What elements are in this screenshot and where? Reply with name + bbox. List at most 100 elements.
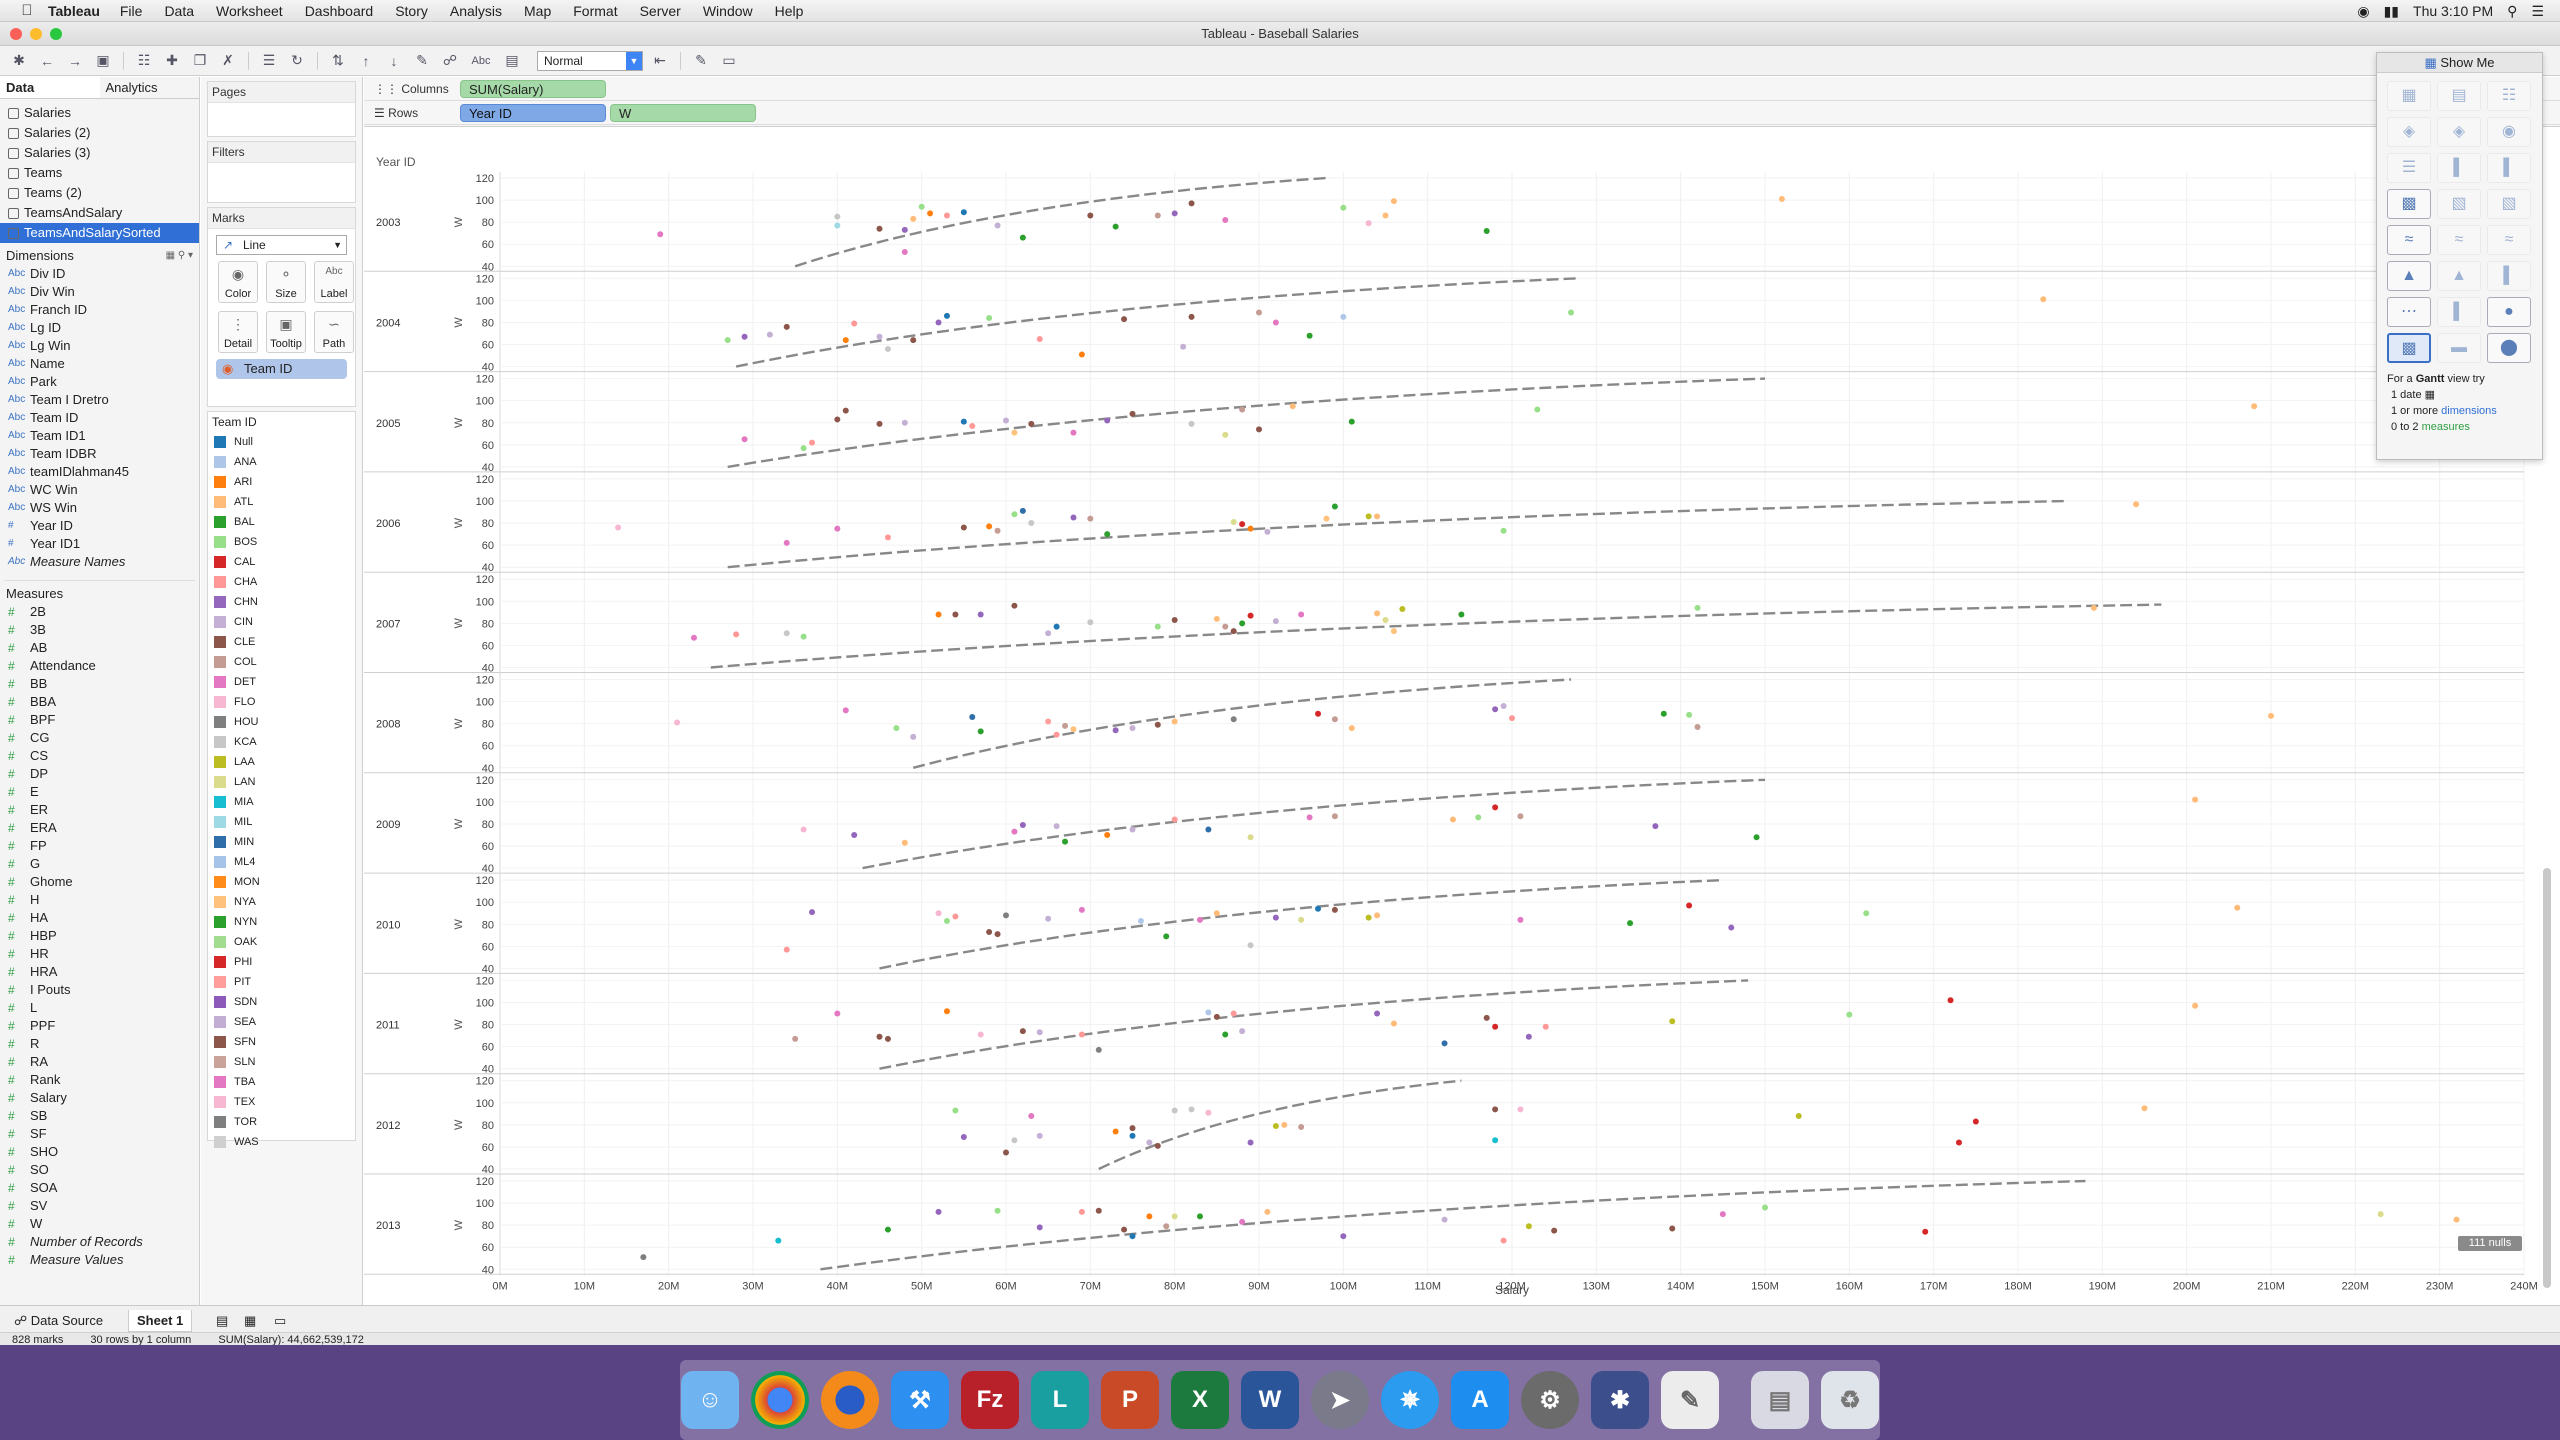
tab-sheet-1[interactable]: Sheet 1: [128, 1310, 193, 1332]
datasource-item[interactable]: Salaries: [0, 103, 199, 123]
data-point[interactable]: [1129, 826, 1136, 833]
show-me-chart-option-icon[interactable]: ⋯: [2387, 297, 2431, 327]
data-point[interactable]: [1306, 332, 1313, 339]
data-point[interactable]: [733, 631, 740, 638]
data-point[interactable]: [1652, 823, 1659, 830]
trend-line[interactable]: [820, 1179, 2086, 1271]
data-point[interactable]: [1315, 710, 1322, 717]
data-point[interactable]: [1112, 727, 1119, 734]
data-point[interactable]: [1112, 223, 1119, 230]
legend-item[interactable]: Null: [208, 432, 355, 452]
data-point[interactable]: [1078, 351, 1085, 358]
data-point[interactable]: [1500, 527, 1507, 534]
sort-asc-icon[interactable]: ↑: [362, 52, 370, 69]
trend-line[interactable]: [879, 878, 1723, 970]
data-point[interactable]: [1365, 513, 1372, 520]
data-point[interactable]: [1340, 1233, 1347, 1240]
data-point[interactable]: [783, 539, 790, 546]
data-point[interactable]: [1078, 906, 1085, 913]
legend-item[interactable]: LAN: [208, 772, 355, 792]
data-point[interactable]: [1382, 212, 1389, 219]
show-me-chart-option-icon[interactable]: ≈: [2487, 225, 2531, 255]
dimension-field[interactable]: Abc teamIDlahman45: [0, 463, 199, 481]
data-point[interactable]: [943, 917, 950, 924]
powerpoint-icon[interactable]: P: [1101, 1371, 1159, 1429]
measure-field[interactable]: # FP: [0, 837, 199, 855]
data-point[interactable]: [2141, 1105, 2148, 1112]
data-point[interactable]: [994, 527, 1001, 534]
new-sheet-icon[interactable]: ✚: [166, 52, 178, 68]
data-point[interactable]: [2377, 1211, 2384, 1218]
legend-item[interactable]: CAL: [208, 552, 355, 572]
data-point[interactable]: [640, 1254, 647, 1261]
legend-item[interactable]: PIT: [208, 972, 355, 992]
show-me-chart-option-icon[interactable]: ▌: [2437, 153, 2481, 183]
data-point[interactable]: [1686, 902, 1693, 909]
data-point[interactable]: [927, 210, 934, 217]
data-point[interactable]: [884, 345, 891, 352]
data-point[interactable]: [1374, 610, 1381, 617]
show-me-chart-option-icon[interactable]: ▲: [2437, 261, 2481, 291]
data-point[interactable]: [1483, 227, 1490, 234]
data-source-tab[interactable]: ☍ Data Source: [6, 1310, 111, 1332]
show-me-chart-option-icon[interactable]: ▧: [2437, 189, 2481, 219]
data-point[interactable]: [1036, 1224, 1043, 1231]
data-point[interactable]: [977, 611, 984, 618]
data-point[interactable]: [1036, 1132, 1043, 1139]
data-point[interactable]: [2192, 1002, 2199, 1009]
data-point[interactable]: [884, 1226, 891, 1233]
data-point[interactable]: [657, 231, 664, 238]
data-point[interactable]: [1104, 531, 1111, 538]
data-point[interactable]: [943, 312, 950, 319]
new-dashboard-icon[interactable]: ▦: [244, 1313, 257, 1328]
data-point[interactable]: [1019, 507, 1026, 514]
measure-field[interactable]: # Measure Values: [0, 1251, 199, 1269]
data-point[interactable]: [1036, 336, 1043, 343]
trend-line[interactable]: [710, 603, 2162, 669]
data-point[interactable]: [1230, 518, 1237, 525]
data-point[interactable]: [1348, 725, 1355, 732]
data-point[interactable]: [1230, 716, 1237, 723]
data-point[interactable]: [952, 913, 959, 920]
data-point[interactable]: [1247, 834, 1254, 841]
documents-stack-icon[interactable]: ▤: [1751, 1371, 1809, 1429]
show-me-chart-option-icon[interactable]: ▌: [2487, 261, 2531, 291]
data-point[interactable]: [1256, 426, 1262, 433]
data-point[interactable]: [1011, 511, 1018, 518]
undo-icon[interactable]: ←: [40, 52, 54, 69]
data-point[interactable]: [1517, 916, 1524, 923]
detail-button[interactable]: ⋮ Detail: [218, 311, 258, 353]
minimize-window-icon[interactable]: [30, 28, 42, 40]
data-point[interactable]: [1078, 1208, 1085, 1215]
data-point[interactable]: [1390, 1020, 1397, 1027]
data-point[interactable]: [1239, 406, 1246, 413]
data-point[interactable]: [1272, 319, 1279, 326]
data-point[interactable]: [1390, 628, 1397, 635]
maximize-window-icon[interactable]: [50, 28, 62, 40]
data-point[interactable]: [1323, 515, 1330, 522]
legend-item[interactable]: BOS: [208, 532, 355, 552]
data-point[interactable]: [1694, 604, 1701, 611]
data-point[interactable]: [1500, 1237, 1507, 1244]
mark-type-select[interactable]: ↗ Line ▼: [216, 235, 347, 255]
filezilla-icon[interactable]: Fz: [961, 1371, 1019, 1429]
legend-item[interactable]: OAK: [208, 932, 355, 952]
data-point[interactable]: [1374, 513, 1381, 520]
show-me-chart-option-icon[interactable]: ≈: [2387, 225, 2431, 255]
measure-field[interactable]: # SV: [0, 1197, 199, 1215]
presentation-icon[interactable]: ▭: [722, 52, 736, 68]
data-point[interactable]: [910, 733, 917, 740]
measure-field[interactable]: # HRA: [0, 963, 199, 981]
data-point[interactable]: [1298, 611, 1305, 618]
show-me-chart-option-icon[interactable]: ☷: [2487, 81, 2531, 111]
dimension-field[interactable]: Abc WS Win: [0, 499, 199, 517]
data-point[interactable]: [1154, 721, 1161, 728]
data-point[interactable]: [1239, 1028, 1246, 1035]
data-point[interactable]: [1348, 418, 1355, 425]
dimensions-tools-icon[interactable]: ▦ ⚲ ▾: [165, 250, 193, 261]
team-id-color-pill[interactable]: ◉ Team ID: [216, 359, 347, 379]
refresh-icon[interactable]: ↻: [291, 52, 303, 68]
data-point[interactable]: [1509, 715, 1515, 722]
data-point[interactable]: [1390, 198, 1397, 205]
data-point[interactable]: [1171, 617, 1178, 624]
